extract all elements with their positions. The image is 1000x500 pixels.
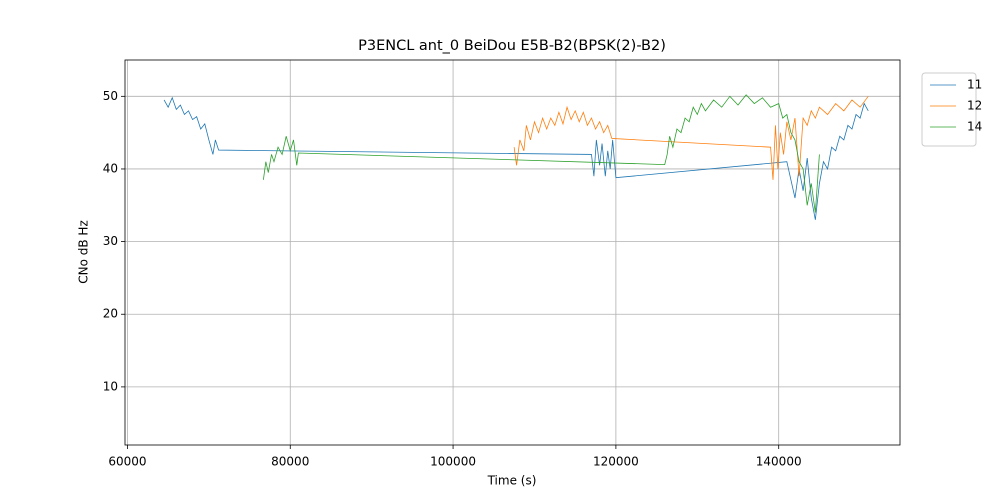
series-line	[163, 96, 869, 220]
y-tick-label: 10	[103, 379, 118, 393]
legend-label: 11	[967, 78, 982, 92]
y-tick-label: 30	[103, 234, 118, 248]
x-axis-label: Time (s)	[487, 474, 537, 488]
chart-title: P3ENCL ant_0 BeiDou E5B-B2(BPSK(2)-B2)	[358, 38, 666, 54]
x-tick-label: 80000	[271, 455, 309, 469]
legend-label: 14	[967, 120, 982, 134]
series-line	[262, 94, 820, 213]
x-tick-label: 140000	[756, 455, 802, 469]
y-tick-label: 20	[103, 307, 118, 321]
plot-frame	[124, 59, 901, 446]
y-tick-label: 40	[103, 161, 118, 175]
series-line	[513, 96, 869, 180]
x-tick-label: 100000	[430, 455, 476, 469]
legend-label: 12	[967, 99, 982, 113]
y-axis-label: CNo dB Hz	[77, 220, 91, 284]
legend-box	[921, 72, 977, 147]
x-tick-label: 120000	[593, 455, 639, 469]
x-tick-label: 60000	[108, 455, 146, 469]
y-tick-label: 50	[103, 89, 118, 103]
